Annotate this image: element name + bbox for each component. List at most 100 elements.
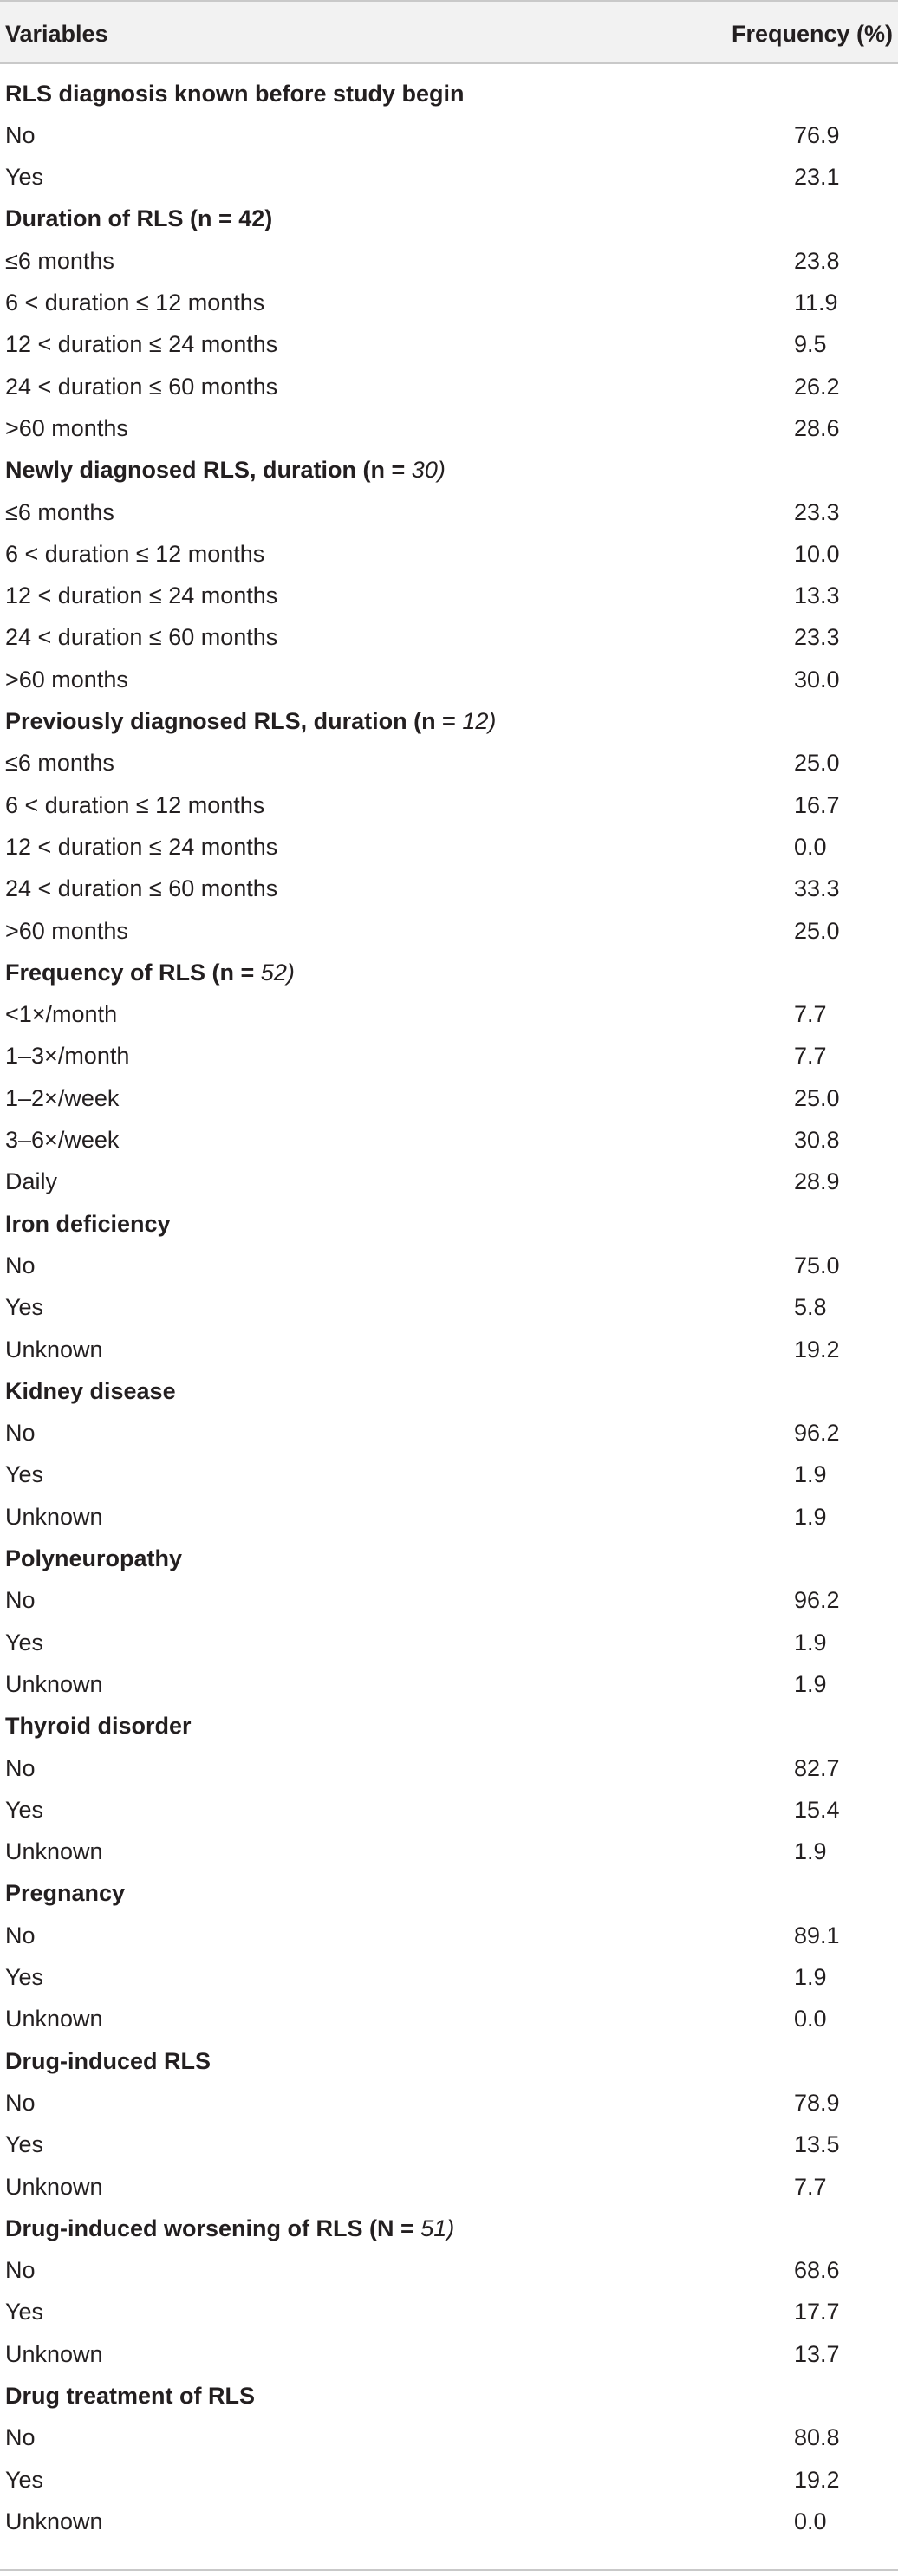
table-row: Yes 19.2 [0,2462,898,2497]
section-label: Duration of RLS (n = 42) [5,207,272,231]
table-row: ≤6 months 25.0 [0,746,898,781]
section-row: Polyneuropathy [0,1542,898,1577]
row-label: Yes [5,1966,43,1989]
label-text: Polyneuropathy [5,1545,183,1571]
row-label: 6 < duration ≤ 12 months [5,540,265,567]
label-text: No [5,1754,36,1781]
row-label: Yes [5,2300,43,2324]
frequency-value: 23.3 [794,624,840,651]
label-text: Drug-induced worsening of RLS (N = [5,2215,421,2241]
table-row: Yes 23.1 [0,160,898,195]
label-text: Yes [5,2131,44,2158]
label-text: Unknown [5,2508,103,2534]
frequency-value: 23.8 [794,247,840,274]
table-row: Yes 15.4 [0,1792,898,1827]
label-text: ≤6 months [5,247,114,274]
frequency-value: 33.3 [794,875,840,902]
row-label: Unknown [5,1337,103,1362]
frequency-value: 1.9 [794,1503,827,1530]
frequency-value: 25.0 [794,750,840,777]
label-text: Pregnancy [5,1880,126,1907]
row-label: 6 < duration ≤ 12 months [5,291,264,315]
section-label: Drug-induced worsening of RLS (N = 51) [5,2215,454,2241]
label-text: 24 < duration ≤ 60 months [5,624,278,651]
table-row: No 68.6 [0,2254,898,2288]
header-frequency: Frequency (%) [731,20,893,47]
frequency-value: 7.7 [794,1043,827,1070]
table-row: 24 < duration ≤ 60 months 23.3 [0,621,898,655]
frequency-value: 0.0 [794,833,827,860]
table-row: Yes 17.7 [0,2295,898,2330]
row-label: Yes [5,1463,43,1486]
row-label: ≤6 months [5,751,114,775]
label-text: Yes [5,1461,44,1488]
label-text: 6 < duration ≤ 12 months [5,289,265,315]
row-label: Unknown [5,1505,103,1529]
label-text: No [5,2257,36,2284]
table-row: 1–3×/month 7.7 [0,1039,898,1074]
table-row: Unknown 0.0 [0,2002,898,2037]
row-label: ≤6 months [5,500,114,524]
frequency-value: 19.2 [794,1336,840,1363]
frequency-value: 16.7 [794,791,840,818]
label-text: No [5,1587,36,1614]
frequency-value: 78.9 [794,2089,840,2116]
label-text: 12 < duration ≤ 24 months [5,582,278,609]
label-text: 12 < duration ≤ 24 months [5,331,278,358]
table-row: Daily 28.9 [0,1165,898,1200]
label-text: Iron deficiency [5,1210,171,1237]
table-row: >60 months 30.0 [0,662,898,697]
section-row: Pregnancy [0,1877,898,1911]
section-label: Pregnancy [5,1882,125,1905]
label-text: Yes [5,1964,44,1990]
label-text: No [5,1420,36,1447]
label-text: Newly diagnosed RLS, duration (n = [5,457,412,484]
table-row: Unknown 1.9 [0,1499,898,1534]
table-row: 12 < duration ≤ 24 months 9.5 [0,328,898,362]
table-row: No 80.8 [0,2421,898,2456]
label-text: 6 < duration ≤ 12 months [5,791,265,818]
table-row: Unknown 13.7 [0,2337,898,2371]
label-text: Yes [5,2466,44,2493]
label-text: Yes [5,1294,44,1321]
label-text: >60 months [5,666,128,693]
label-text: 12 < duration ≤ 24 months [5,833,278,860]
row-label: No [5,1754,36,1781]
label-text: <1×/month [5,1001,118,1028]
frequency-value: 23.3 [794,498,840,525]
label-text: Frequency of RLS (n = [5,959,261,986]
row-label: <1×/month [5,1003,117,1026]
section-label: Newly diagnosed RLS, duration (n = 30) [5,459,446,482]
table-row: 24 < duration ≤ 60 months 26.2 [0,369,898,404]
table-row: >60 months 28.6 [0,411,898,446]
label-text: No [5,121,36,148]
table-row: 12 < duration ≤ 24 months 13.3 [0,579,898,614]
label-text: 6 < duration ≤ 12 months [5,540,265,567]
frequency-value: 0.0 [794,2006,827,2033]
label-text: Yes [5,2299,44,2326]
frequency-value: 26.2 [794,373,840,400]
table-row: No 96.2 [0,1584,898,1618]
frequency-value: 75.0 [794,1252,840,1278]
label-text: Duration of RLS (n = 42) [5,205,273,232]
label-text: RLS diagnosis known before study begin [5,80,465,107]
table-row: 6 < duration ≤ 12 months 16.7 [0,788,898,823]
label-text: ≤6 months [5,750,114,777]
section-row: Frequency of RLS (n = 52) [0,955,898,990]
frequency-value: 13.5 [794,2131,840,2158]
sample-size: 52) [260,959,295,986]
table-row: 12 < duration ≤ 24 months 0.0 [0,829,898,864]
row-label: Unknown [5,2342,103,2366]
frequency-value: 1.9 [794,1838,827,1865]
frequency-value: 13.7 [794,2340,840,2367]
frequency-value: 96.2 [794,1420,840,1447]
frequency-value: 76.9 [794,121,840,148]
section-label: RLS diagnosis known before study begin [5,80,465,107]
section-row: Kidney disease [0,1374,898,1408]
frequency-value: 17.7 [794,2299,840,2326]
table-row: Unknown 1.9 [0,1667,898,1701]
label-text: Yes [5,1796,44,1823]
row-label: 1–2×/week [5,1086,119,1110]
row-label: ≤6 months [5,247,114,274]
